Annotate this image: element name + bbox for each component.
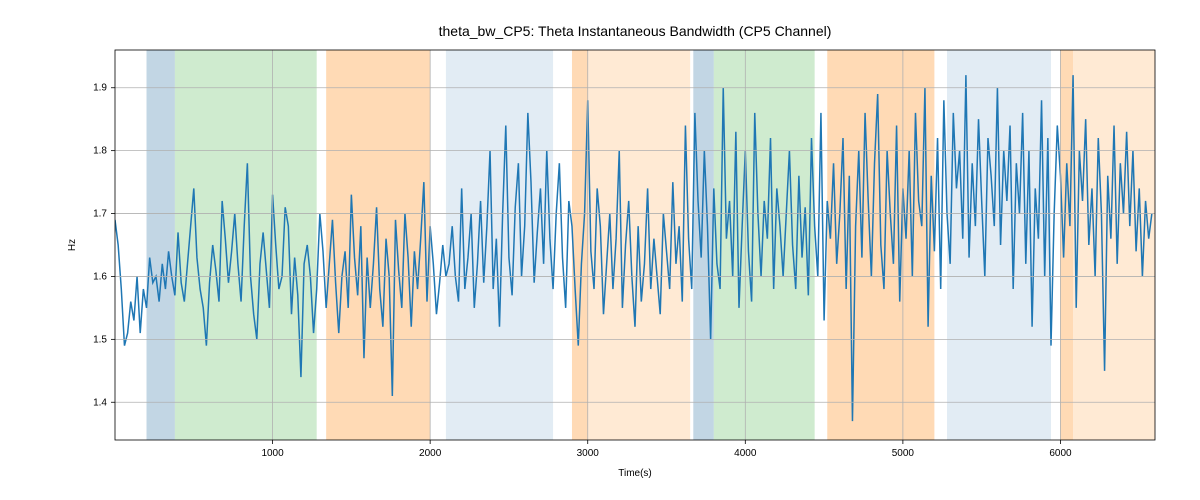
highlight-band bbox=[693, 50, 713, 440]
chart-container: 1000 2000 3000 4000 5000 6000 1.4 1.5 1.6 1.7 1.8 1… bbox=[0, 0, 1200, 500]
highlight-band bbox=[714, 50, 815, 440]
y-tick-label: 1.6 bbox=[93, 271, 107, 282]
highlight-band bbox=[147, 50, 175, 440]
x-axis-label: Time(s) bbox=[618, 468, 652, 479]
y-tick-label: 1.7 bbox=[93, 209, 107, 220]
y-axis-label: Hz bbox=[67, 239, 78, 251]
x-tick-label: 1000 bbox=[261, 448, 284, 459]
x-tick-label: 5000 bbox=[892, 448, 915, 459]
bandwidth-chart: 1000 2000 3000 4000 5000 6000 1.4 1.5 1.6 1.7 1.8 1… bbox=[0, 0, 1200, 500]
x-tick-label: 3000 bbox=[577, 448, 600, 459]
highlight-band bbox=[572, 50, 588, 440]
highlight-band bbox=[1073, 50, 1155, 440]
y-tick-label: 1.5 bbox=[93, 334, 107, 345]
chart-title: theta_bw_CP5: Theta Instantaneous Bandwi… bbox=[439, 23, 832, 39]
x-tick-label: 2000 bbox=[419, 448, 442, 459]
y-tick-label: 1.8 bbox=[93, 146, 107, 157]
highlight-band bbox=[1060, 50, 1073, 440]
x-tick-label: 4000 bbox=[734, 448, 757, 459]
highlight-band bbox=[947, 50, 1051, 440]
y-tick-label: 1.4 bbox=[93, 397, 107, 408]
y-tick-label: 1.9 bbox=[93, 83, 107, 94]
x-tick-label: 6000 bbox=[1049, 448, 1072, 459]
